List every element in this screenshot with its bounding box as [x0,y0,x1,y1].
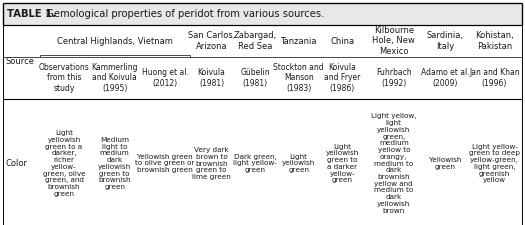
Text: Color: Color [5,159,27,168]
Text: Central Highlands, Vietnam: Central Highlands, Vietnam [57,36,173,45]
Text: Adamo et al.
(2009): Adamo et al. (2009) [421,68,469,88]
Text: Light
yellowish
green: Light yellowish green [282,154,316,173]
Text: Light yellow-
green to deep
yellow-green,
light green,
greenish
yellow: Light yellow- green to deep yellow-green… [469,144,520,183]
Text: Yellowish
green: Yellowish green [429,157,461,170]
Text: Tanzania: Tanzania [280,36,317,45]
Text: Light yellow,
light
yellowish
green,
medium
yellow to
orangy,
medium to
dark
bro: Light yellow, light yellowish green, med… [371,113,416,214]
Bar [3,99,522,225]
Text: China: China [330,36,354,45]
Text: Kilbourne
Hole, New
Mexico: Kilbourne Hole, New Mexico [372,26,415,56]
Bar [3,25,522,57]
Text: Light
yellowish
green to a
darker,
richer
yellow-
green, olive
green, and
browni: Light yellowish green to a darker, riche… [43,130,86,197]
Text: Dark green,
light yellow-
green: Dark green, light yellow- green [233,154,277,173]
Text: Gübelin
(1981): Gübelin (1981) [240,68,270,88]
Text: Gemological properties of peridot from various sources.: Gemological properties of peridot from v… [43,9,324,19]
Text: Light
yellowish
green to
a darker
yellow-
green: Light yellowish green to a darker yellow… [326,144,359,183]
Text: Zabargad,
Red Sea: Zabargad, Red Sea [234,31,277,51]
Bar [3,3,522,25]
Text: Very dark
brown to
brownish
green to
lime green: Very dark brown to brownish green to lim… [192,147,231,180]
Text: Source: Source [5,58,34,67]
Text: TABLE 1.: TABLE 1. [7,9,56,19]
Text: Kohistan,
Pakistan: Kohistan, Pakistan [475,31,514,51]
Text: Yellowish green
to olive green or
brownish green: Yellowish green to olive green or browni… [135,154,195,173]
Text: Jan and Khan
(1996): Jan and Khan (1996) [469,68,520,88]
Text: Kammerling
and Koivula
(1995): Kammerling and Koivula (1995) [91,63,138,93]
Text: Sardinia,
Italy: Sardinia, Italy [427,31,464,51]
Bar [3,57,522,99]
Text: Huong et al.
(2012): Huong et al. (2012) [142,68,188,88]
Text: Observations
from this
study: Observations from this study [39,63,89,93]
Text: Koivula
and Fryer
(1986): Koivula and Fryer (1986) [324,63,361,93]
Text: Medium
light to
medium
dark
yellowish
green to
brownish
green: Medium light to medium dark yellowish gr… [98,137,131,190]
Text: Stockton and
Manson
(1983): Stockton and Manson (1983) [274,63,324,93]
Text: San Carlos,
Arizona: San Carlos, Arizona [188,31,235,51]
Text: Fuhrbach
(1992): Fuhrbach (1992) [376,68,412,88]
Text: Koivula
(1981): Koivula (1981) [197,68,225,88]
